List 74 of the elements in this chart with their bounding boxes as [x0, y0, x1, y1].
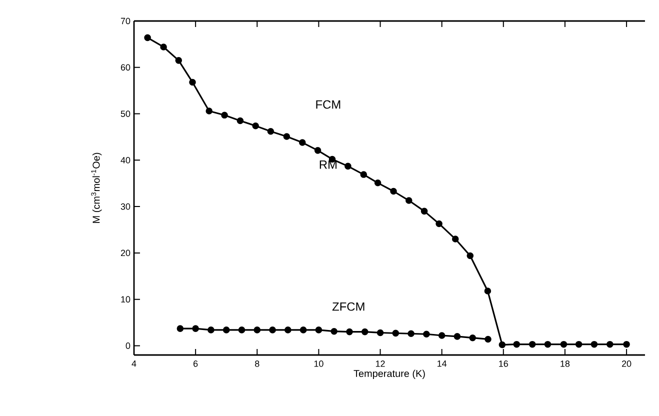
x-tick-label: 14 — [438, 360, 447, 367]
point — [208, 326, 214, 334]
y-tick-label: 70 — [120, 18, 130, 24]
point — [344, 162, 352, 170]
point — [238, 326, 246, 334]
point — [469, 334, 476, 342]
x-tick-label: 12 — [376, 360, 385, 367]
point — [254, 326, 261, 334]
point — [452, 236, 459, 242]
point — [176, 325, 184, 332]
point — [221, 112, 228, 119]
point — [392, 330, 400, 337]
point — [314, 147, 322, 154]
point — [513, 340, 520, 348]
point — [423, 330, 430, 338]
y-tick-label: 50 — [120, 110, 130, 117]
y-tick-label: 10 — [121, 296, 130, 303]
point — [498, 341, 506, 348]
point — [330, 328, 338, 335]
x-tick-label: 8 — [255, 360, 260, 367]
point — [466, 252, 474, 260]
point — [528, 340, 536, 348]
point — [269, 326, 276, 334]
y-tick-label: 60 — [120, 64, 130, 71]
point — [454, 333, 461, 340]
point — [484, 336, 492, 343]
point — [252, 122, 259, 130]
point — [298, 139, 306, 146]
x-axis-title: Temperature (K) — [354, 370, 425, 379]
point — [192, 325, 199, 332]
point — [346, 328, 353, 336]
point — [420, 208, 428, 215]
point — [544, 340, 552, 348]
point — [360, 171, 368, 178]
point — [175, 57, 182, 64]
x-tick-label: 16 — [499, 360, 508, 367]
point — [236, 117, 244, 124]
point — [406, 197, 412, 204]
point — [374, 180, 382, 186]
x-tick-label: 20 — [622, 360, 632, 367]
point — [390, 188, 397, 195]
x-tick-label: 10 — [314, 360, 324, 367]
point — [284, 326, 292, 334]
y-tick-label: 30 — [120, 203, 130, 210]
point — [590, 340, 598, 348]
point — [267, 128, 274, 135]
point — [160, 44, 167, 50]
y-tick-label: 20 — [120, 250, 130, 256]
point — [222, 326, 230, 334]
x-tick-label: 18 — [560, 360, 570, 367]
point — [376, 329, 384, 336]
point — [206, 108, 213, 114]
annotation: RM — [320, 160, 336, 169]
annotation: ZFCM — [332, 302, 364, 311]
y-axis-title: M (cm$^{3}$mol$^{-1}$Oe) — [91, 152, 102, 223]
point — [560, 340, 568, 348]
y-tick-label: 40 — [120, 156, 130, 164]
point — [315, 326, 322, 334]
point — [361, 328, 368, 336]
x-tick-label: 4 — [132, 360, 136, 367]
point — [189, 78, 196, 86]
point — [484, 288, 492, 294]
x-tick-label: 6 — [194, 360, 198, 367]
point — [623, 340, 630, 348]
point — [408, 330, 414, 338]
annotation: FCM — [316, 100, 340, 109]
point — [283, 133, 290, 140]
point — [438, 332, 446, 339]
point — [606, 340, 614, 348]
point — [144, 34, 151, 42]
point — [300, 326, 307, 334]
y-tick-label: 0 — [126, 342, 130, 349]
point — [436, 220, 442, 228]
point — [575, 340, 582, 348]
